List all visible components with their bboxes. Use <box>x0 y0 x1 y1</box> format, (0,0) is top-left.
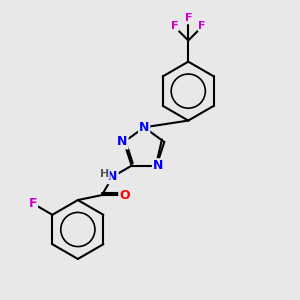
Text: F: F <box>28 197 37 210</box>
Text: N: N <box>117 136 128 148</box>
Text: F: F <box>199 21 206 31</box>
Text: F: F <box>184 14 192 23</box>
Text: H: H <box>100 169 109 179</box>
Text: N: N <box>107 170 118 183</box>
Text: N: N <box>153 159 163 172</box>
Text: O: O <box>119 189 130 202</box>
Text: F: F <box>171 21 178 31</box>
Text: N: N <box>139 121 149 134</box>
